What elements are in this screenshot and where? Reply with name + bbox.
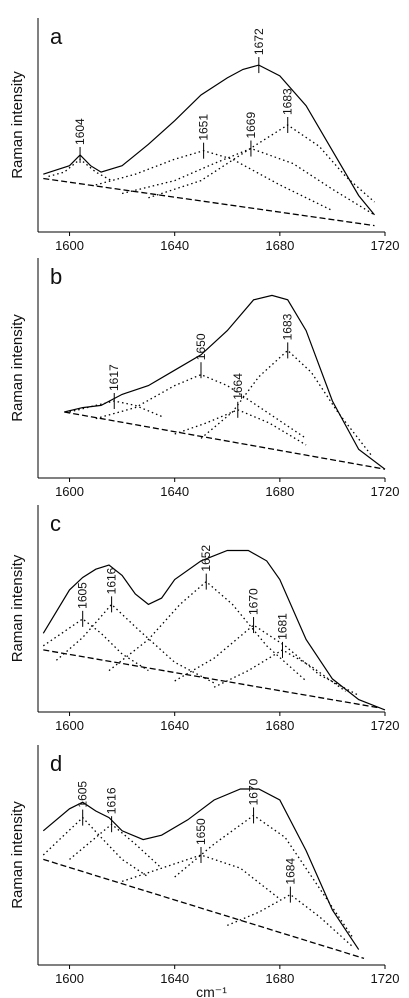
spectrum-line [108,580,307,682]
peak-label: 1605 [76,582,90,609]
spectrum-line [227,893,354,948]
x-tick-label: 1600 [55,484,84,499]
spectrum-line [174,624,360,696]
spectrum-line [43,649,380,709]
peak-label: 1681 [275,613,289,640]
peak-label: 1683 [281,313,295,340]
peak-label: 1616 [105,787,119,814]
peak-label: 1669 [244,112,258,139]
peak-label: 1684 [283,858,297,885]
spectrum-line [95,150,333,212]
spectrum-line [200,349,373,457]
y-axis-label: Raman intensity [9,554,26,662]
peak-label: 1616 [105,567,119,594]
x-tick-label: 1600 [55,238,84,253]
spectrum-line [64,294,386,470]
panel-label: a [50,24,63,49]
x-tick-label: 1640 [160,484,189,499]
panel-label: c [50,511,61,536]
x-tick-label: 1640 [160,971,189,986]
x-tick-label: 1680 [265,718,294,733]
spectrum-line [95,373,307,439]
peak-label: 1664 [231,373,245,400]
y-axis-label: Raman intensity [9,801,26,909]
x-tick-label: 1680 [265,971,294,986]
spectrum-line [213,649,346,692]
panel-label: d [50,751,62,776]
spectrum-line [121,854,281,900]
spectrum-line [43,177,375,227]
y-axis-label: Raman intensity [9,314,26,422]
x-tick-label: 1720 [371,718,400,733]
spectrum-line [55,603,215,684]
x-tick-label: 1680 [265,238,294,253]
spectrum-line [69,400,162,417]
peak-label: 1605 [76,781,90,808]
x-tick-label: 1720 [371,484,400,499]
x-axis-label: cm⁻¹ [196,984,227,998]
peak-label: 1670 [247,588,261,615]
spectrum-line [174,409,307,446]
spectrum-line [121,147,375,216]
x-tick-label: 1600 [55,971,84,986]
x-tick-label: 1720 [371,971,400,986]
x-tick-label: 1640 [160,238,189,253]
peak-label: 1652 [199,545,213,572]
peak-label: 1650 [194,818,208,845]
peak-label: 1651 [197,114,211,141]
spectrum-line [43,64,375,216]
x-tick-label: 1680 [265,484,294,499]
x-tick-label: 1640 [160,718,189,733]
spectrum-line [43,858,365,960]
spectrum-line [42,549,386,711]
x-tick-label: 1600 [55,718,84,733]
spectrum-line [69,823,163,869]
spectrum-line [42,618,149,672]
peak-label: 1617 [107,364,121,391]
spectrum-line [64,411,386,470]
panel-label: b [50,264,62,289]
spectrum-line [42,816,149,878]
x-tick-label: 1720 [371,238,400,253]
peak-label: 1683 [281,88,295,115]
y-axis-label: Raman intensity [9,71,26,179]
peak-label: 1670 [247,778,261,805]
peak-label: 1604 [73,118,87,145]
peak-label: 1672 [252,28,266,55]
peak-label: 1650 [194,333,208,360]
spectrum-line [42,788,360,950]
